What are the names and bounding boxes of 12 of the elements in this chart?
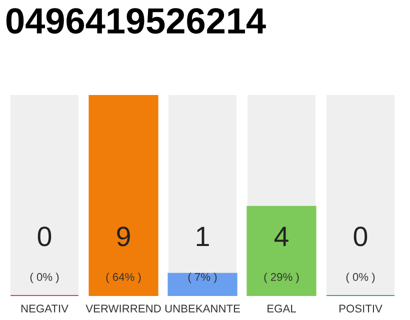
x-tick-label: POSITIV	[339, 304, 382, 312]
data-label: 4 ( 29% )	[264, 226, 299, 284]
chart-title: 0496419526214	[6, 8, 266, 34]
bar	[168, 272, 238, 296]
x-tick-label: EGAL	[268, 304, 296, 312]
x-tick-label: NEGATIV	[21, 304, 68, 312]
data-label: 1 ( 7% )	[188, 226, 217, 284]
data-label: 9 ( 64% )	[106, 226, 141, 284]
x-tick-label: UNBEKANNTE	[165, 304, 240, 312]
data-label: 0 ( 0% )	[346, 226, 375, 284]
x-tick-label: VERWIRREND	[86, 304, 161, 312]
data-label: 0 ( 0% )	[30, 226, 59, 284]
